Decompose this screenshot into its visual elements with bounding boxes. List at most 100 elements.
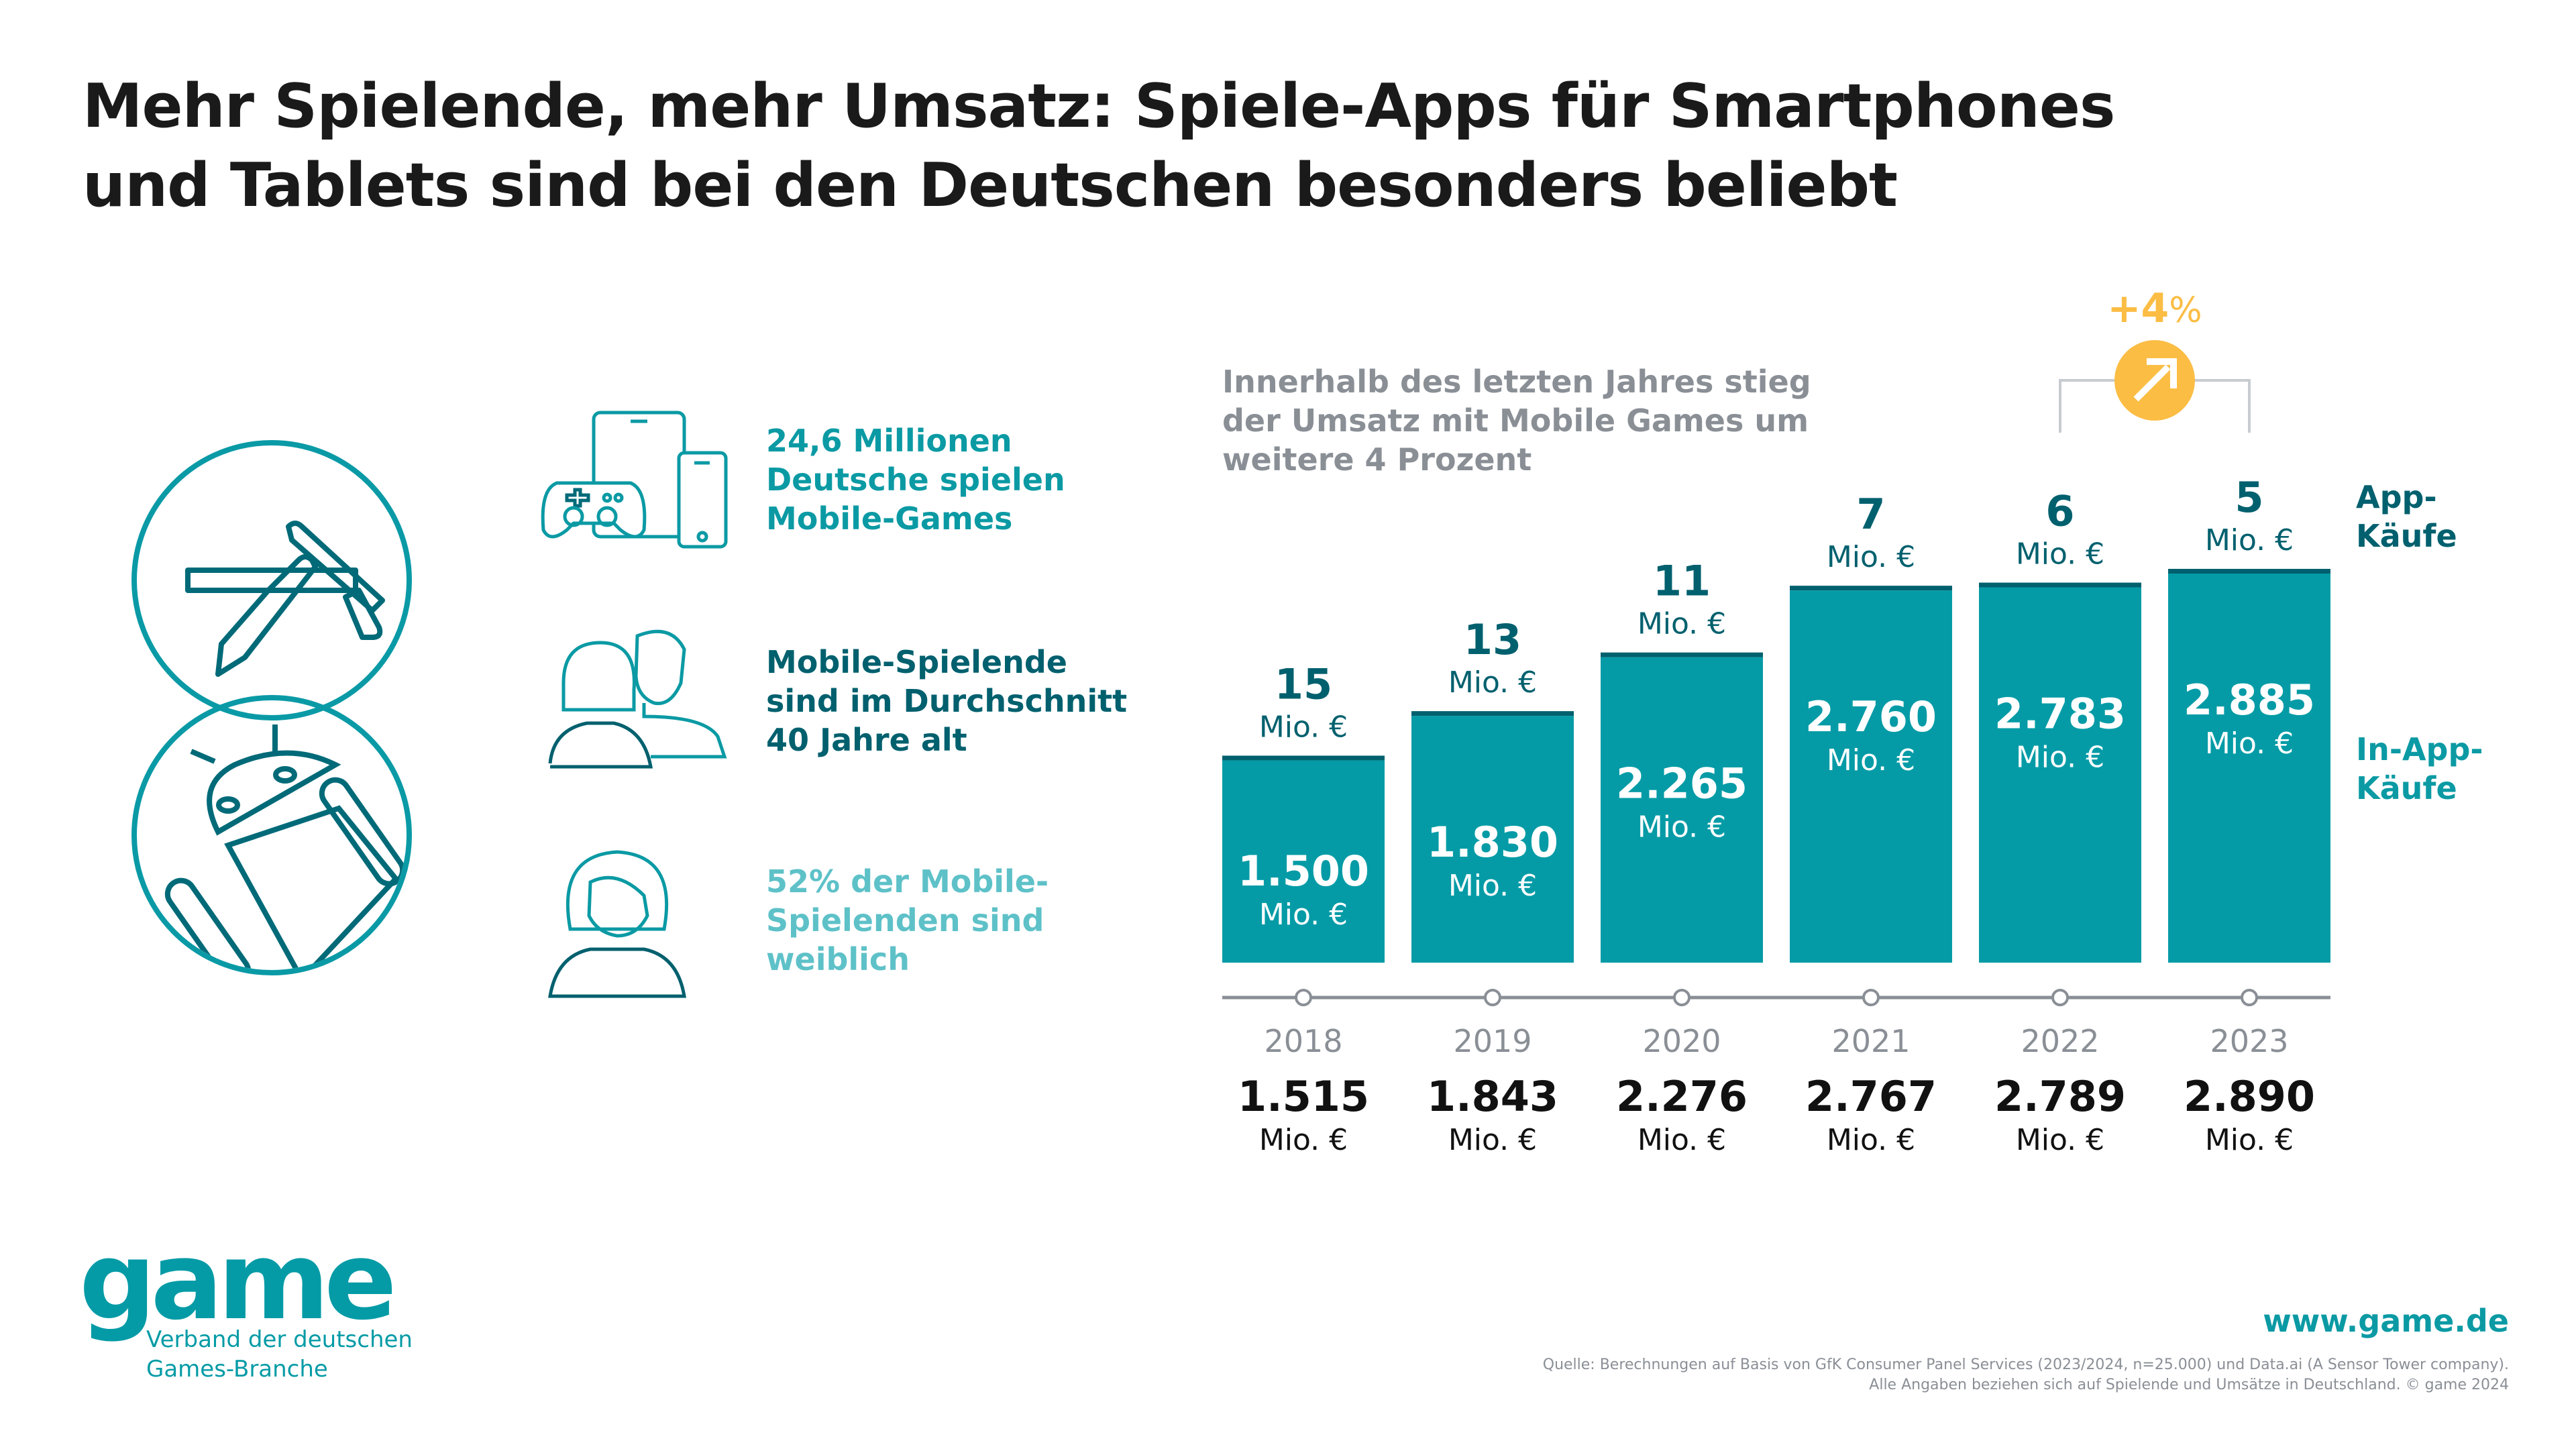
fact-female: 52% der Mobile- Spielenden sind weiblich	[766, 862, 1049, 979]
growth-bracket-right	[2188, 379, 2251, 433]
legend-line: Käufe	[2356, 770, 2457, 806]
inapp-value-label: 2.760	[1805, 692, 1937, 741]
title-line: und Tablets sind bei den Deutschen beson…	[83, 150, 1898, 221]
total-value-label: 2.767	[1805, 1072, 1937, 1121]
inapp-unit-label: Mio. €	[2205, 727, 2294, 761]
source-note: Quelle: Berechnungen auf Basis von GfK C…	[1543, 1355, 2509, 1395]
axis-marker	[2051, 989, 2069, 1006]
inapp-value-label: 2.783	[1994, 690, 2126, 739]
fact-line: 52% der Mobile-	[766, 863, 1049, 900]
inapp-unit-label: Mio. €	[1638, 810, 1726, 845]
axis-marker	[1673, 989, 1690, 1006]
bar-app-2023	[2168, 569, 2330, 574]
year-label: 2022	[2021, 1023, 2099, 1059]
app-unit-label: Mio. €	[1827, 540, 1915, 574]
subtitle-line: Innerhalb des letzten Jahres stieg	[1222, 364, 1811, 400]
app-store-icon	[131, 440, 412, 720]
total-value-label: 1.515	[1238, 1072, 1369, 1121]
logo-subtitle: Verband der deutschen Games-Branche	[146, 1325, 413, 1384]
website-link[interactable]: www.game.de	[2263, 1303, 2509, 1339]
fact-line: 40 Jahre alt	[766, 722, 967, 758]
growth-badge-label: +4%	[2088, 285, 2222, 332]
total-unit-label: Mio. €	[1448, 1123, 1537, 1157]
bar-inapp-2021	[1790, 590, 1952, 963]
inapp-unit-label: Mio. €	[1827, 743, 1915, 777]
couple-icon	[548, 629, 727, 769]
growth-value: +4	[2107, 285, 2169, 332]
app-value-label: 13	[1464, 615, 1521, 664]
year-label: 2023	[2210, 1023, 2288, 1059]
inapp-value-label: 1.830	[1427, 818, 1558, 867]
bar-app-2021	[1790, 586, 1952, 591]
page-title: Mehr Spielende, mehr Umsatz: Spiele-Apps…	[83, 67, 2115, 225]
app-value-label: 6	[2045, 487, 2074, 536]
inapp-unit-label: Mio. €	[1448, 869, 1537, 903]
android-icon	[131, 695, 412, 975]
subtitle-line: der Umsatz mit Mobile Games um	[1222, 402, 1809, 439]
app-unit-label: Mio. €	[1448, 665, 1537, 700]
devices-controller-icon	[541, 411, 728, 549]
legend-app-purchases: App- Käufe	[2356, 478, 2457, 555]
woman-icon	[548, 850, 686, 998]
inapp-unit-label: Mio. €	[2016, 741, 2104, 775]
axis-marker	[2241, 989, 2258, 1006]
bar-inapp-2019	[1411, 716, 1574, 963]
fact-line: Mobile-Games	[766, 500, 1013, 537]
bar-app-2018	[1222, 755, 1385, 761]
subtitle-line: weitere 4 Prozent	[1222, 441, 1532, 478]
inapp-value-label: 2.265	[1616, 759, 1748, 808]
logo-sub-line: Verband der deutschen	[146, 1326, 413, 1353]
bar-inapp-2018	[1222, 760, 1385, 963]
total-unit-label: Mio. €	[1259, 1123, 1348, 1157]
title-line: Mehr Spielende, mehr Umsatz: Spiele-Apps…	[83, 71, 2115, 142]
bar-app-2022	[1979, 582, 2141, 588]
bar-app-2020	[1601, 652, 1763, 657]
inapp-value-label: 2.885	[2184, 676, 2315, 724]
year-label: 2019	[1453, 1023, 1532, 1059]
bar-inapp-2022	[1979, 587, 2141, 963]
source-line: Quelle: Berechnungen auf Basis von GfK C…	[1542, 1356, 2509, 1373]
bar-app-2019	[1411, 711, 1574, 716]
app-unit-label: Mio. €	[1259, 710, 1348, 744]
app-unit-label: Mio. €	[1638, 607, 1726, 641]
total-value-label: 2.890	[2184, 1072, 2315, 1121]
growth-unit: %	[2169, 290, 2202, 331]
arrow-up-right-icon	[2133, 358, 2177, 402]
total-value-label: 2.276	[1616, 1072, 1748, 1121]
app-value-label: 11	[1653, 557, 1711, 606]
total-unit-label: Mio. €	[2016, 1123, 2104, 1157]
total-value-label: 1.843	[1427, 1072, 1558, 1121]
app-value-label: 5	[2235, 473, 2263, 522]
app-value-label: 7	[1856, 490, 1885, 539]
app-unit-label: Mio. €	[2205, 523, 2294, 557]
fact-players: 24,6 Millionen Deutsche spielen Mobile-G…	[766, 421, 1065, 538]
bar-inapp-2023	[2168, 574, 2330, 963]
axis-marker	[1484, 989, 1501, 1006]
total-unit-label: Mio. €	[1827, 1123, 1915, 1157]
logo-sub-line: Games-Branche	[146, 1356, 328, 1383]
legend-line: Käufe	[2356, 518, 2457, 554]
total-unit-label: Mio. €	[2205, 1123, 2294, 1157]
axis-marker	[1862, 989, 1880, 1006]
total-value-label: 2.789	[1994, 1072, 2126, 1121]
axis-marker	[1295, 989, 1312, 1006]
year-label: 2018	[1264, 1023, 1342, 1059]
inapp-value-label: 1.500	[1238, 847, 1369, 896]
growth-bracket-left	[2059, 379, 2121, 433]
legend-line: In-App-	[2356, 731, 2483, 767]
total-unit-label: Mio. €	[1638, 1123, 1726, 1157]
fact-line: Spielenden sind	[766, 902, 1044, 938]
bar-inapp-2020	[1601, 657, 1763, 963]
fact-line: Deutsche spielen	[766, 462, 1065, 498]
fact-line: weiblich	[766, 941, 910, 977]
game-logo: game	[79, 1218, 397, 1344]
legend-inapp-purchases: In-App- Käufe	[2356, 730, 2483, 808]
source-line: Alle Angaben beziehen sich auf Spielende…	[1869, 1377, 2509, 1393]
app-value-label: 15	[1275, 659, 1332, 708]
year-label: 2020	[1642, 1023, 1721, 1059]
fact-line: sind im Durchschnitt	[766, 683, 1128, 719]
inapp-unit-label: Mio. €	[1259, 898, 1348, 932]
year-label: 2021	[1831, 1023, 1910, 1059]
chart-subtitle: Innerhalb des letzten Jahres stieg der U…	[1222, 362, 1811, 479]
